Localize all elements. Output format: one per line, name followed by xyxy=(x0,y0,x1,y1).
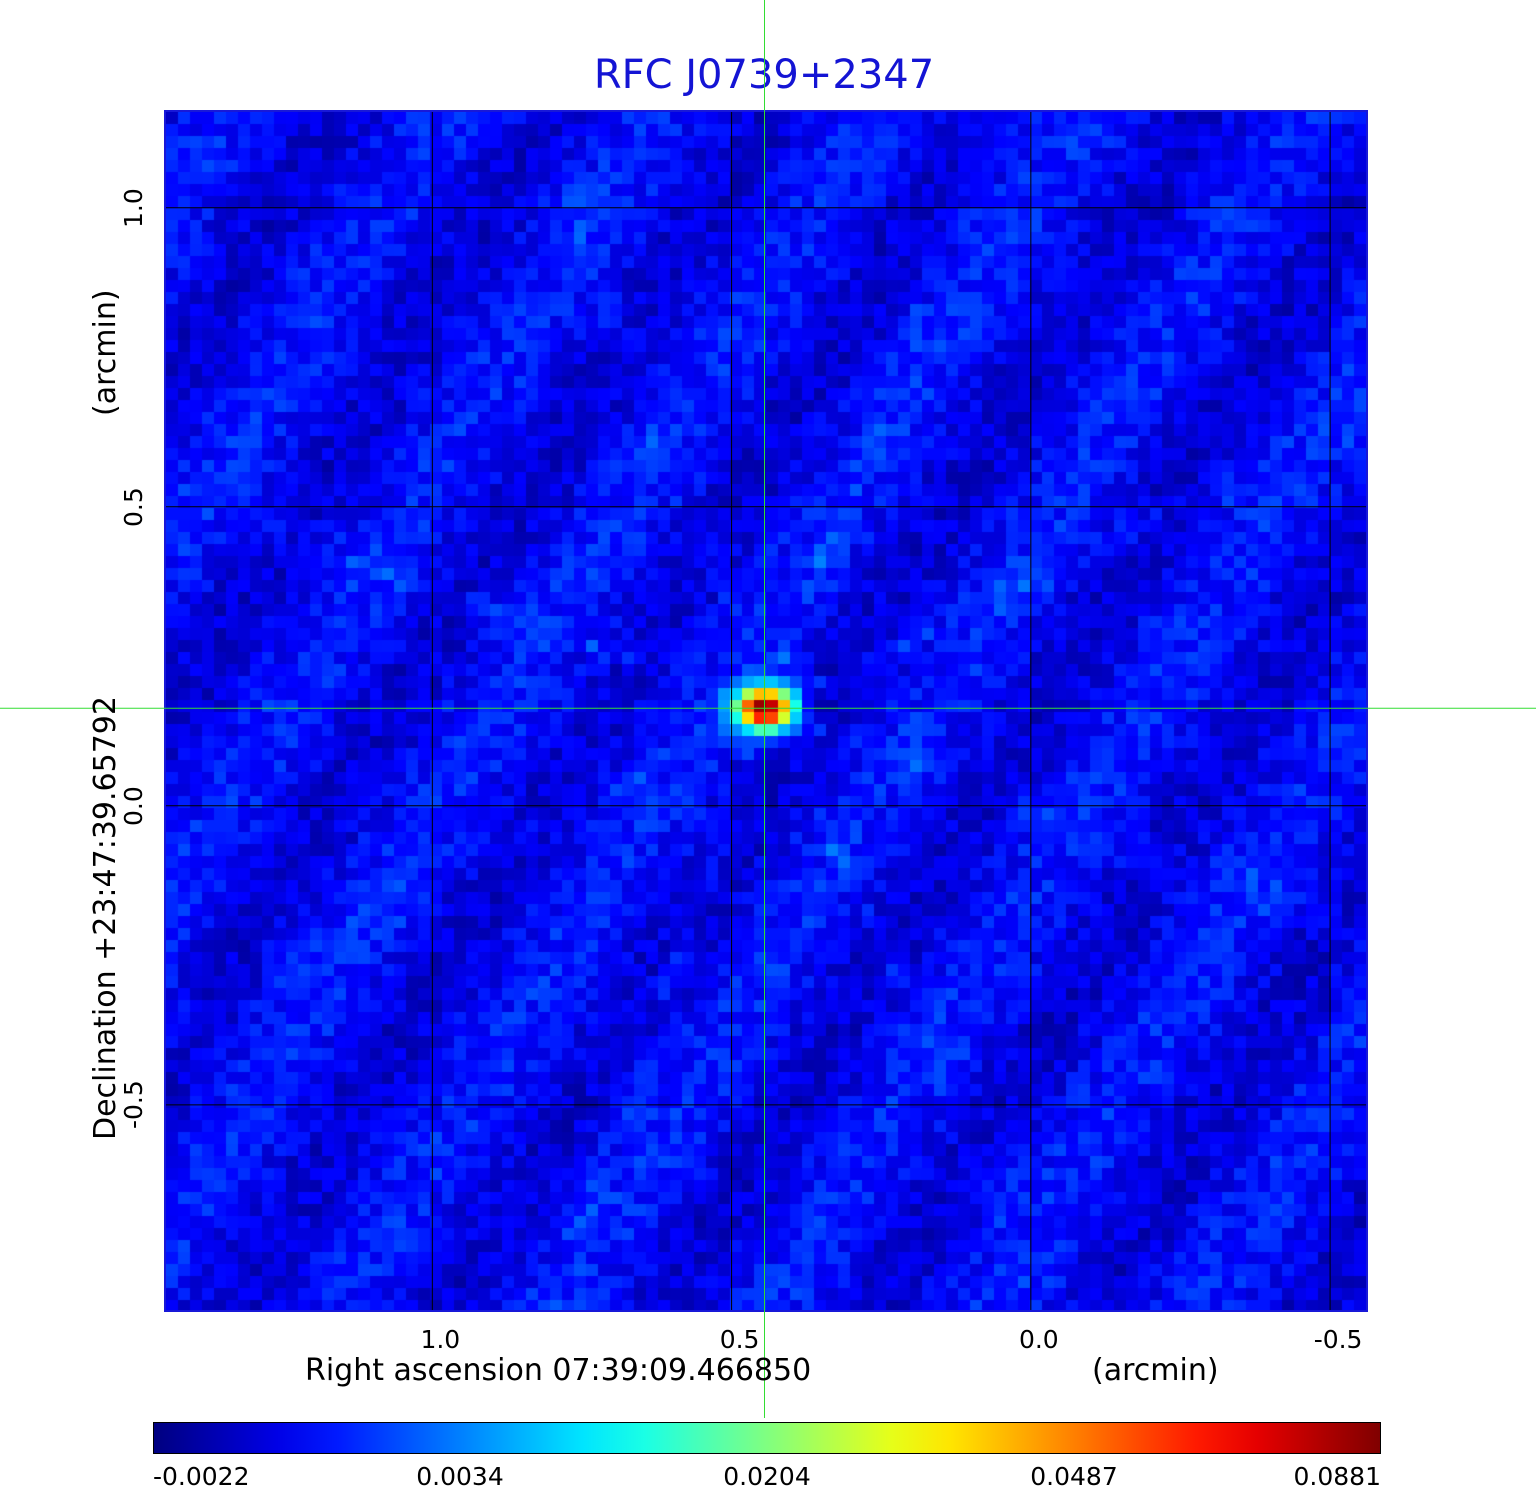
x-tick-label: 0.5 xyxy=(719,1325,760,1354)
y-tick-label: 1.0 xyxy=(119,187,148,228)
x-axis-unit: (arcmin) xyxy=(1092,1353,1219,1388)
colorbar-tick-label: 0.0204 xyxy=(723,1462,811,1491)
image-panel[interactable] xyxy=(164,110,1368,1312)
y-tick-label: 0.5 xyxy=(119,486,148,527)
y-axis-unit: (arcmin) xyxy=(88,289,123,416)
colorbar[interactable] xyxy=(153,1422,1381,1454)
x-tick-label: 0.0 xyxy=(1018,1325,1059,1354)
colorbar-tick-label: 0.0034 xyxy=(416,1462,504,1491)
x-axis-label: Right ascension 07:39:09.466850 xyxy=(305,1353,812,1388)
radio-image-heatmap[interactable] xyxy=(166,112,1366,1310)
colorbar-tick-label: 0.0881 xyxy=(1293,1462,1381,1491)
x-tick-label: 1.0 xyxy=(420,1325,461,1354)
x-tick-label: -0.5 xyxy=(1313,1325,1363,1354)
y-tick-label: 0.0 xyxy=(119,785,148,826)
colorbar-tick-label: -0.0022 xyxy=(153,1462,250,1491)
colorbar-tick-label: 0.0487 xyxy=(1030,1462,1118,1491)
y-tick-label: -0.5 xyxy=(119,1080,148,1130)
y-axis-label: Declination +23:47:39.65792 xyxy=(88,696,123,1140)
chart-title: RFC J0739+2347 xyxy=(0,48,1536,102)
chart-title-text: RFC J0739+2347 xyxy=(593,52,935,98)
